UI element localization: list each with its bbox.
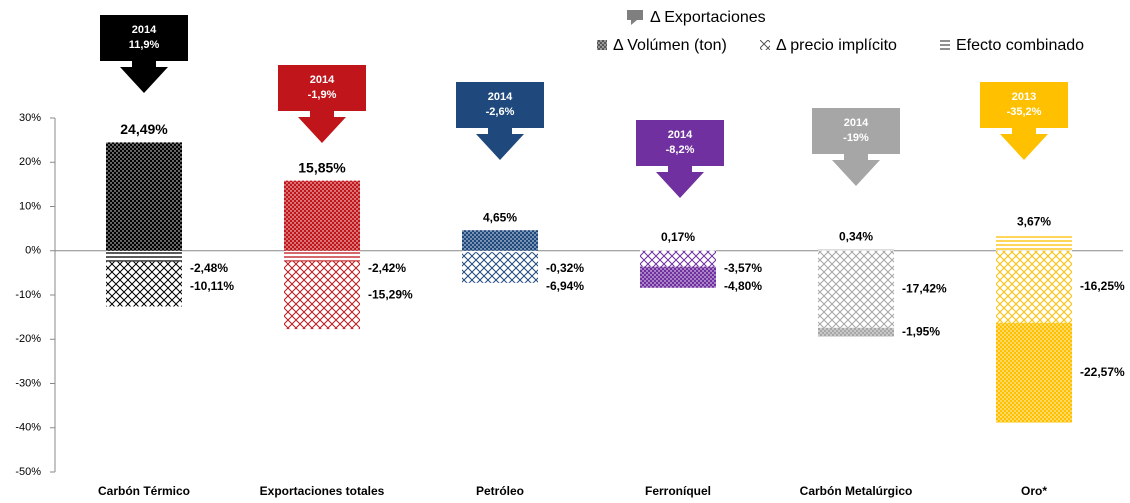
data-label: -15,29% <box>368 287 413 301</box>
legend-label: Δ Exportaciones <box>650 9 766 26</box>
x-tick-label: Carbón Metalúrgico <box>800 484 913 498</box>
callout-shape <box>456 82 544 160</box>
data-label: -2,42% <box>368 261 406 275</box>
data-label: -6,94% <box>546 279 584 293</box>
callout-shape <box>812 108 900 186</box>
callout-value: -1,9% <box>308 89 337 101</box>
data-label: 24,49% <box>120 121 168 137</box>
legend-label: Δ precio implícito <box>776 37 897 54</box>
callout-shape <box>100 15 188 93</box>
data-label: 0,34% <box>839 229 873 243</box>
callout-value: -19% <box>843 132 869 144</box>
legend-label: Efecto combinado <box>956 37 1084 54</box>
callout-value: -8,2% <box>666 144 695 156</box>
y-tick-label: 0% <box>25 245 41 257</box>
legend-label: Δ Volúmen (ton) <box>613 37 727 54</box>
legend-swatch <box>760 40 770 50</box>
data-label: -17,42% <box>902 281 947 295</box>
callout-value: 11,9% <box>129 39 160 51</box>
bar-segment <box>640 250 716 267</box>
data-label: 15,85% <box>298 159 346 175</box>
callout: 2014 -8,2% <box>636 120 724 198</box>
y-tick-label: -20% <box>15 333 41 345</box>
data-label: 4,65% <box>483 210 517 224</box>
bar-segment <box>996 322 1072 423</box>
x-tick-label: Carbón Térmico <box>98 484 190 498</box>
callout-year: 2014 <box>488 91 513 103</box>
bar-segment <box>284 180 360 251</box>
callout: 2014 -1,9% <box>278 65 366 143</box>
x-tick-label: Exportaciones totales <box>260 484 385 498</box>
data-label: -10,11% <box>190 279 234 293</box>
bar-segment <box>818 249 894 251</box>
bar-segment <box>462 230 538 251</box>
bar-segment <box>462 250 538 253</box>
x-tick-label: Ferroníquel <box>645 484 711 498</box>
data-label: -4,80% <box>724 279 762 293</box>
callout-shape <box>636 120 724 198</box>
legend-swatch <box>940 40 950 50</box>
y-tick-label: -10% <box>15 289 41 301</box>
callout-value: -2,6% <box>486 106 515 118</box>
callout-shape <box>980 82 1068 160</box>
callout-year: 2014 <box>310 74 335 86</box>
callout-year: 2014 <box>844 117 869 129</box>
data-label: -2,48% <box>190 261 228 275</box>
callout-value: -35,2% <box>1007 106 1042 118</box>
data-label: 3,67% <box>1017 215 1051 229</box>
data-label: -1,95% <box>902 324 940 338</box>
bar-segment <box>284 250 360 262</box>
callout-shape <box>278 65 366 143</box>
callout: 2014 11,9% <box>100 15 188 93</box>
callout-year: 2013 <box>1012 91 1036 103</box>
callout-year: 2014 <box>668 129 693 141</box>
legend-icon <box>627 10 643 25</box>
data-label: 0,17% <box>661 230 695 244</box>
bar-segment <box>106 142 182 251</box>
bar-segment <box>106 261 182 307</box>
bar-segment <box>640 266 716 288</box>
callout-year: 2014 <box>132 24 157 36</box>
callout: 2014 -19% <box>812 108 900 186</box>
bar-segment <box>996 234 1072 251</box>
legend-swatch <box>597 40 607 50</box>
data-label: -22,57% <box>1080 365 1125 379</box>
callout: 2014 -2,6% <box>456 82 544 160</box>
y-tick-label: -50% <box>15 466 41 478</box>
y-tick-label: -30% <box>15 377 41 389</box>
y-tick-label: -40% <box>15 422 41 434</box>
callout: 2013 -35,2% <box>980 82 1068 160</box>
y-tick-label: 20% <box>19 156 41 168</box>
y-tick-label: 30% <box>19 112 41 124</box>
bar-segment <box>818 250 894 328</box>
bar-segment <box>462 252 538 283</box>
bar-segment <box>818 327 894 337</box>
bar-segment <box>640 249 716 251</box>
bar-segment <box>106 250 182 262</box>
bar-segment <box>996 250 1072 323</box>
y-tick-label: 10% <box>19 200 41 212</box>
x-tick-label: Petróleo <box>476 484 524 498</box>
data-label: -0,32% <box>546 261 584 275</box>
x-tick-label: Oro* <box>1021 484 1047 498</box>
data-label: -16,25% <box>1080 279 1125 293</box>
data-label: -3,57% <box>724 261 762 275</box>
bar-segment <box>284 261 360 330</box>
